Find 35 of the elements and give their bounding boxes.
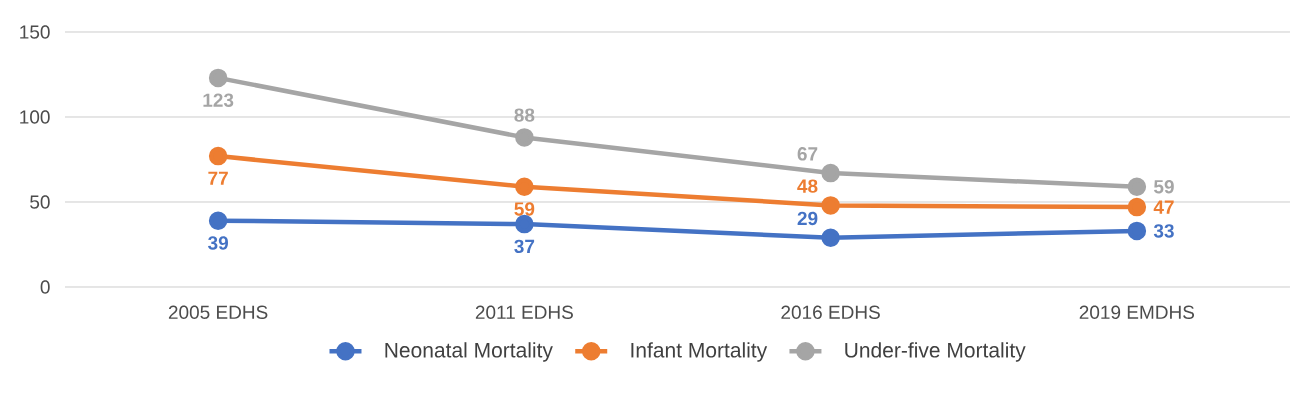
data-label: 77 [208,171,228,185]
data-label: 39 [208,236,228,250]
point [515,214,534,234]
data-label: 88 [514,108,535,122]
legend-label: Under-five Mortality [845,342,1026,362]
data-label: 67 [797,147,818,161]
y-tick-label: 50 [30,195,50,209]
data-label: 59 [1153,179,1174,194]
point [208,68,228,88]
point [1127,177,1147,196]
point [1127,221,1147,241]
point [1127,197,1147,217]
y-tick-label: 100 [20,110,50,124]
point [515,128,534,147]
data-label: 33 [1153,224,1174,238]
point [208,211,228,230]
point [821,228,840,247]
y-tick-label: 0 [40,280,50,294]
x-tick-label: 2011 EDHS [475,305,573,319]
data-label: 123 [203,93,234,107]
point [208,146,228,166]
data-label: 59 [514,202,535,216]
legend-label: Neonatal Mortality [385,342,553,362]
legend-label: Infant Mortality [631,342,768,362]
y-tick-label: 150 [20,25,50,39]
x-tick-label: 2019 EMDHS [1079,305,1195,319]
x-tick-label: 2005 EDHS [168,305,268,319]
data-label: 48 [797,179,818,193]
point [515,177,534,196]
data-label: 37 [514,239,535,254]
data-label: 29 [797,211,818,226]
point [821,163,840,183]
point [821,196,840,215]
data-label: 47 [1153,200,1174,214]
x-tick-label: 2016 EDHS [781,305,880,319]
